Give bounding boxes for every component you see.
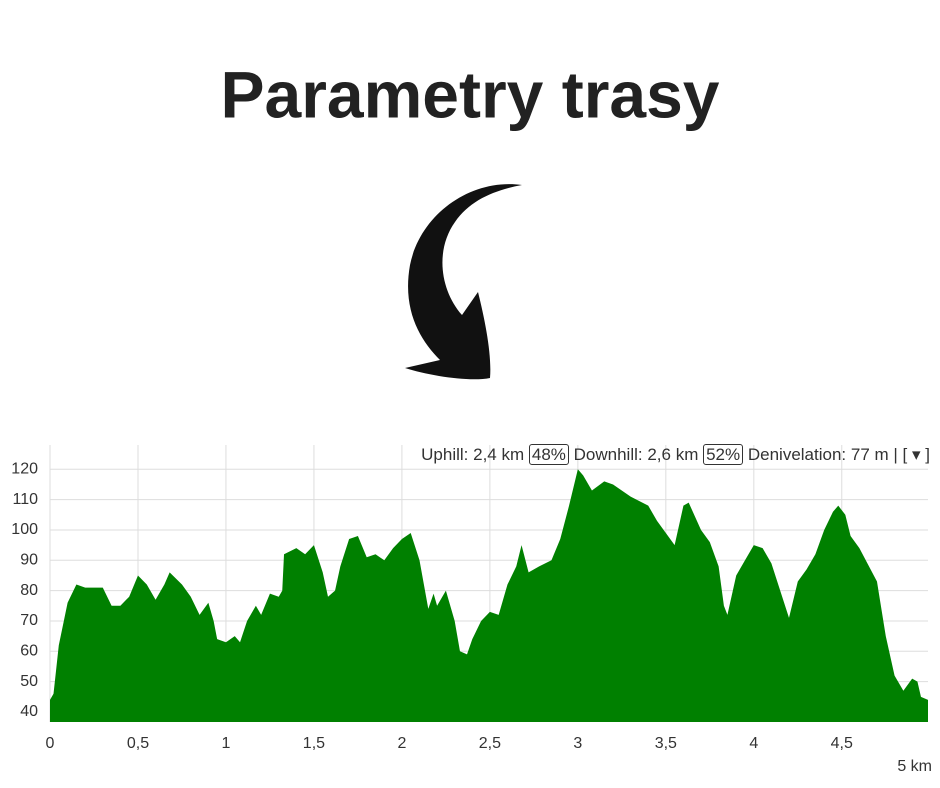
x-tick-label: 2,5 — [479, 735, 501, 752]
x-axis-label: 5 km — [897, 758, 932, 775]
downhill-pct: 52% — [703, 444, 744, 465]
x-tick-label: 2 — [397, 735, 406, 752]
y-tick-label: 100 — [11, 521, 38, 538]
y-tick-label: 110 — [12, 491, 38, 508]
x-tick-label: 1,5 — [303, 735, 325, 752]
x-tick-label: 0 — [46, 735, 55, 752]
summary: Uphill: 2,4 km 48% Downhill: 2,6 km 52% … — [421, 444, 930, 465]
y-tick-label: 50 — [20, 673, 38, 690]
y-tick-label: 70 — [20, 612, 38, 629]
toggle[interactable]: ▾ — [911, 445, 921, 464]
x-tick-label: 1 — [221, 735, 230, 752]
page-title: Parametry trasy — [221, 57, 720, 131]
x-tick-label: 4 — [749, 735, 758, 752]
uphill: Uphill: 2,4 km — [421, 445, 525, 464]
y-tick-label: 60 — [20, 643, 38, 660]
x-tick-label: 3 — [573, 735, 582, 752]
close[interactable]: ] — [925, 445, 930, 464]
denivelation: Denivelation: 77 m | [ — [747, 445, 908, 464]
y-tick-label: 90 — [20, 552, 38, 569]
elevation-area — [50, 469, 928, 722]
y-tick-label: 40 — [20, 703, 38, 720]
y-tick-label: 80 — [20, 582, 38, 599]
arrow — [405, 184, 522, 380]
y-tick-label: 120 — [11, 460, 38, 477]
downhill: Downhill: 2,6 km — [573, 445, 699, 464]
uphill-pct: 48% — [528, 444, 569, 465]
x-tick-label: 4,5 — [831, 735, 853, 752]
x-tick-label: 0,5 — [127, 735, 149, 752]
x-tick-label: 3,5 — [655, 735, 677, 752]
